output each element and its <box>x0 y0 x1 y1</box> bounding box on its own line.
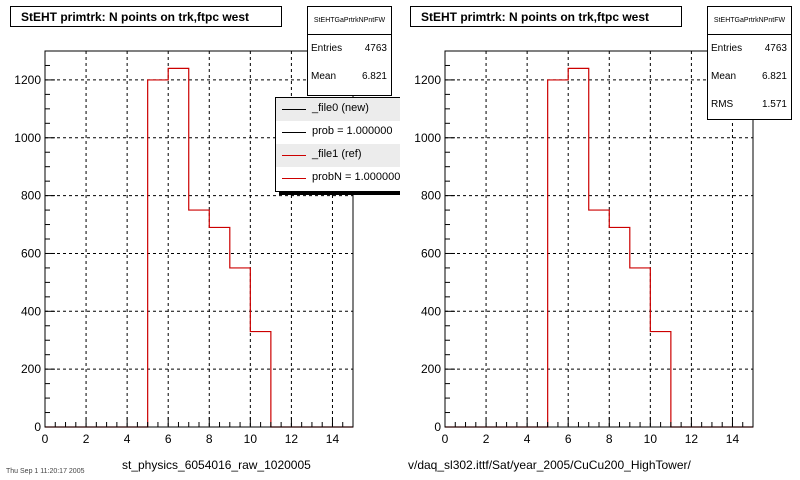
x-tick-label: 12 <box>285 432 299 446</box>
stats-box: StEHTGaPrtrkNPntFW Entries 4763 Mean 6.8… <box>707 6 792 120</box>
stats-value: 6.821 <box>761 71 787 82</box>
y-tick-label: 200 <box>421 362 441 376</box>
stats-key: RMS <box>711 99 734 110</box>
x-tick-label: 4 <box>524 432 531 446</box>
y-tick-label: 600 <box>421 246 441 260</box>
y-tick-label: 400 <box>21 304 41 318</box>
stats-value: 6.821 <box>361 71 387 82</box>
y-tick-label: 800 <box>21 189 41 203</box>
x-axis-title: v/daq_sl302.ittf/Sat/year_2005/CuCu200_H… <box>408 458 691 472</box>
chart-title: StEHT primtrk: N points on trk,ftpc west <box>410 6 682 27</box>
legend-swatch <box>282 155 306 156</box>
stats-box: StEHTGaPrtrkNPntFW Entries 4763 Mean 6.8… <box>307 6 392 96</box>
stats-row-mean: Mean 6.821 <box>308 63 391 91</box>
stats-row-rms: RMS 1.571 <box>708 91 791 119</box>
legend-entry: _file0 (new) <box>276 98 400 121</box>
legend: _file0 (new) prob = 1.000000 _file1 (ref… <box>275 97 400 192</box>
x-tick-label: 6 <box>165 432 172 446</box>
stats-name: StEHTGaPrtrkNPntFW <box>308 7 391 35</box>
x-axis-title: st_physics_6054016_raw_1020005 <box>122 458 311 472</box>
x-tick-label: 8 <box>206 432 213 446</box>
x-tick-label: 14 <box>726 432 740 446</box>
stats-row-entries: Entries 4763 <box>708 35 791 63</box>
y-tick-label: 1200 <box>414 73 441 87</box>
y-tick-label: 0 <box>34 420 41 434</box>
chart-panel-left: 0 2 4 6 8 10 12 14 0 200 400 600 800 1000 1200 StEHT p… <box>10 6 400 472</box>
y-tick-label: 1200 <box>14 73 41 87</box>
x-tick-label: 14 <box>326 432 340 446</box>
stats-row-mean: Mean 6.821 <box>708 63 791 91</box>
legend-swatch <box>282 109 306 110</box>
y-tick-label: 400 <box>421 304 441 318</box>
legend-swatch <box>282 132 306 133</box>
y-tick-label: 800 <box>421 189 441 203</box>
legend-label: _file1 (ref) <box>312 148 362 160</box>
y-tick-label: 200 <box>21 362 41 376</box>
x-tick-label: 10 <box>244 432 258 446</box>
stats-row-entries: Entries 4763 <box>308 35 391 63</box>
y-tick-label: 1000 <box>414 131 441 145</box>
legend-entry: _file1 (ref) <box>276 144 400 167</box>
stats-key: Entries <box>311 43 343 54</box>
legend-entry: probN = 1.000000 <box>276 167 400 190</box>
legend-swatch <box>282 178 306 179</box>
x-tick-label: 12 <box>685 432 699 446</box>
footer-timestamp: Thu Sep 1 11:20:17 2005 <box>6 468 85 475</box>
histogram-right: 0 2 4 6 8 10 12 14 0 200 400 600 800 1000 1200 <box>414 50 754 446</box>
stats-key: Entries <box>711 43 743 54</box>
x-tick-label: 0 <box>42 432 49 446</box>
y-tick-label: 600 <box>21 246 41 260</box>
x-tick-label: 2 <box>83 432 90 446</box>
x-tick-label: 0 <box>442 432 449 446</box>
histogram-series-line <box>445 67 753 428</box>
y-tick-label: 0 <box>434 420 441 434</box>
legend-shadow <box>279 192 400 195</box>
stats-key: Mean <box>311 71 337 82</box>
chart-title: StEHT primtrk: N points on trk,ftpc west <box>10 6 282 27</box>
x-tick-label: 4 <box>124 432 131 446</box>
chart-panel-right: 0 2 4 6 8 10 12 14 0 200 400 600 800 1000 1200 StEHT p… <box>400 0 800 480</box>
stats-value: 4763 <box>364 43 387 54</box>
x-tick-label: 2 <box>483 432 490 446</box>
legend-entry: prob = 1.000000 <box>276 121 400 144</box>
y-tick-label: 1000 <box>14 131 41 145</box>
stats-value: 4763 <box>764 43 787 54</box>
legend-label: prob = 1.000000 <box>312 125 393 137</box>
x-tick-label: 6 <box>565 432 572 446</box>
legend-label: probN = 1.000000 <box>312 171 400 183</box>
legend-label: _file0 (new) <box>312 102 369 114</box>
stats-value: 1.571 <box>761 99 787 110</box>
x-tick-label: 10 <box>644 432 658 446</box>
stats-name: StEHTGaPrtrkNPntFW <box>708 7 791 35</box>
x-tick-label: 8 <box>606 432 613 446</box>
stats-key: Mean <box>711 71 737 82</box>
